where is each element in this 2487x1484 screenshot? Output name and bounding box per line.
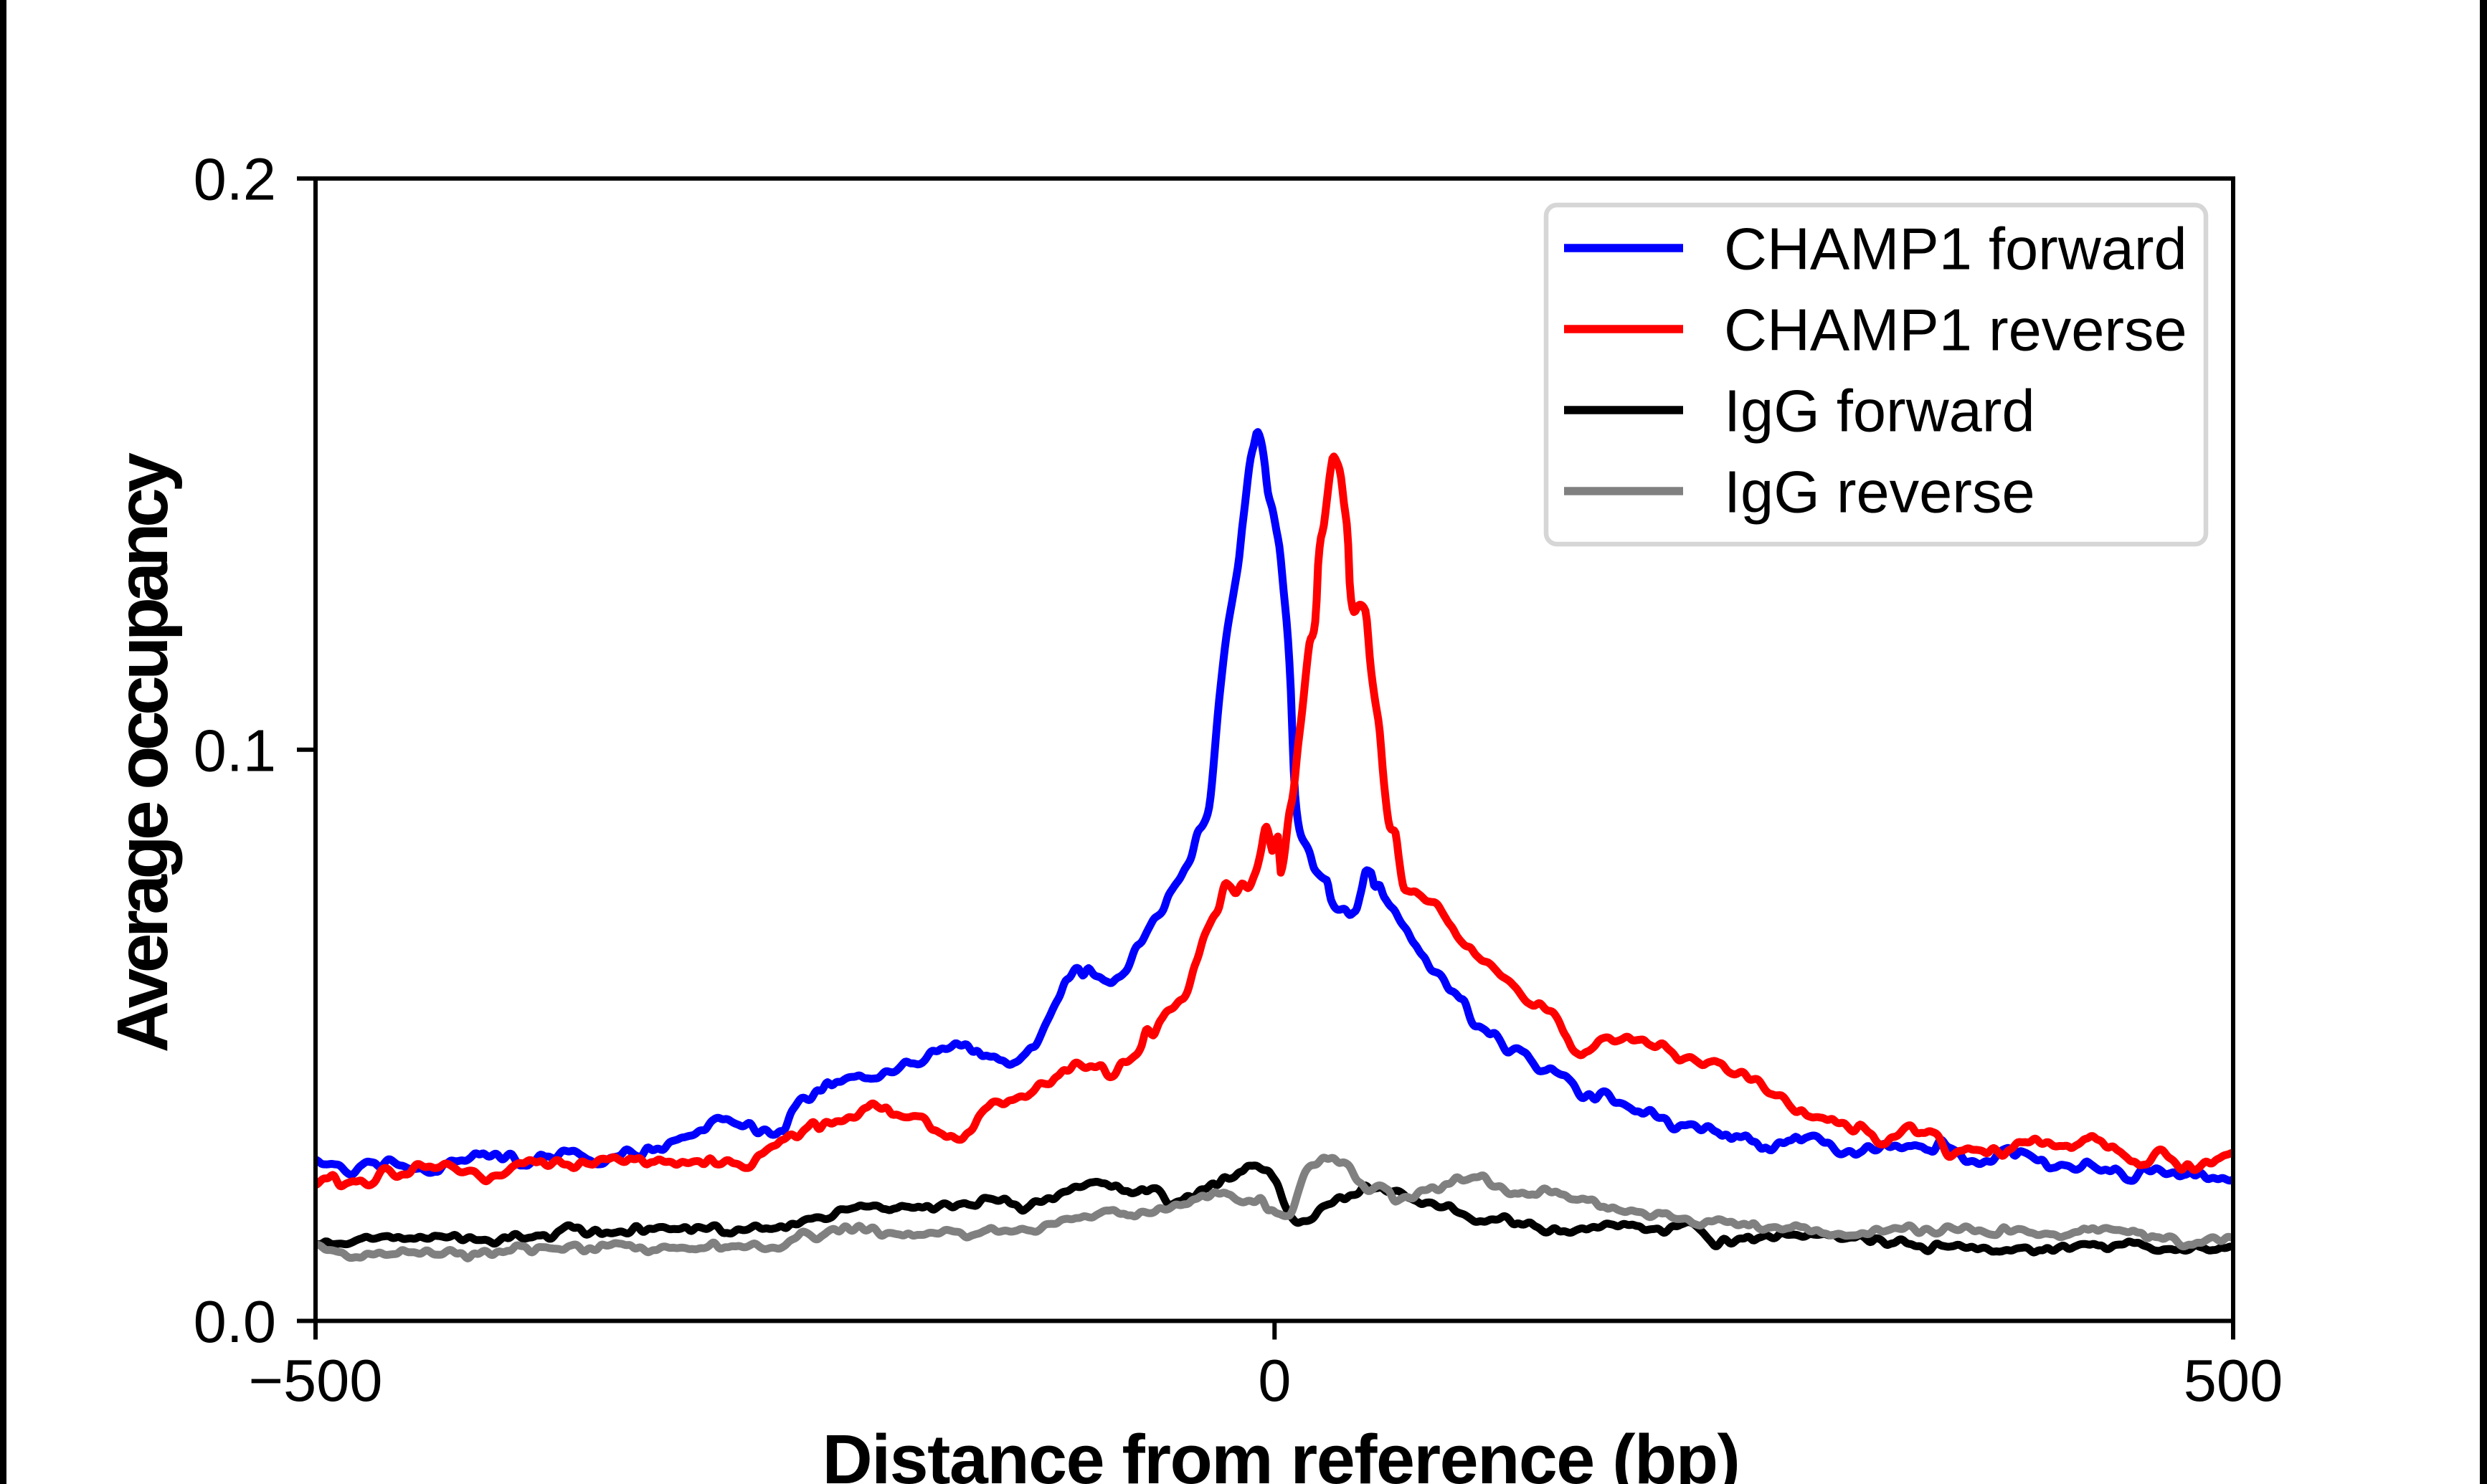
svg-text:IgG forward: IgG forward xyxy=(1724,378,2035,444)
svg-text:Average occupancy: Average occupancy xyxy=(103,452,183,1053)
svg-text:CHAMP1 reverse: CHAMP1 reverse xyxy=(1724,297,2187,363)
svg-text:CHAMP1 forward: CHAMP1 forward xyxy=(1724,216,2187,282)
svg-text:0.0: 0.0 xyxy=(194,1288,276,1355)
svg-text:−500: −500 xyxy=(249,1347,383,1414)
svg-text:0.1: 0.1 xyxy=(194,717,276,784)
svg-text:IgG reverse: IgG reverse xyxy=(1724,459,2035,525)
svg-text:Distance from reference (bp): Distance from reference (bp) xyxy=(823,1420,1740,1484)
svg-text:0: 0 xyxy=(1258,1347,1291,1414)
svg-text:0.2: 0.2 xyxy=(194,146,276,213)
svg-text:500: 500 xyxy=(2184,1347,2283,1414)
